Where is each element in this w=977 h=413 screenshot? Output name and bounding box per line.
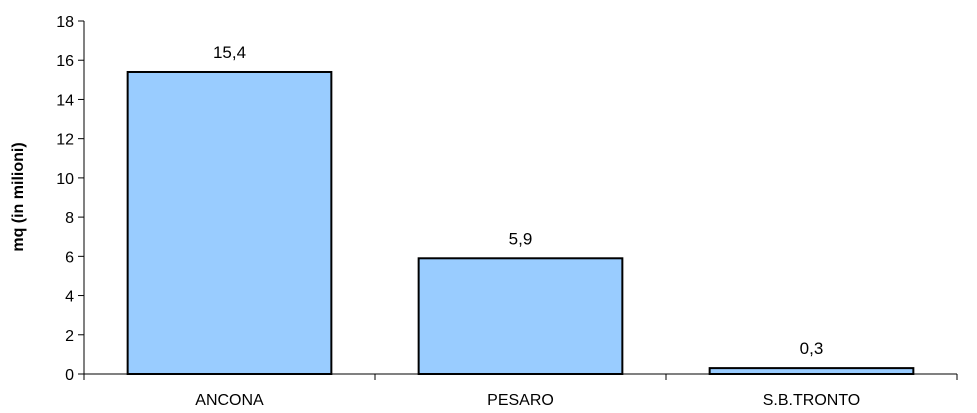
x-tick-label: PESARO [487,392,554,409]
data-label: 15,4 [213,43,246,62]
y-tick-label: 12 [56,132,74,149]
data-labels: 15,4 5,9 0,3 [213,43,823,358]
bar-pesaro [417,257,624,375]
y-tick-label: 8 [65,210,74,227]
bars [126,70,915,376]
y-axis-label: mq (in milioni) [10,142,27,251]
y-axis: 0 2 4 6 8 10 12 14 16 18 [56,14,85,384]
data-label: 5,9 [509,229,533,248]
x-tick-label: ANCONA [195,392,264,409]
x-axis: ANCONA PESARO S.B.TRONTO [83,373,958,409]
y-tick-label: 10 [56,171,74,188]
bar-s-b-tronto [708,367,915,376]
y-tick-label: 4 [65,289,74,306]
y-tick-label: 14 [56,92,74,109]
y-tick-label: 0 [65,367,74,384]
y-tick-label: 18 [56,14,74,31]
bar-ancona [126,70,333,375]
x-tick-label: S.B.TRONTO [763,392,861,409]
y-tick-label: 2 [65,328,74,345]
y-tick-label: 6 [65,249,74,266]
y-tick-label: 16 [56,53,74,70]
data-label: 0,3 [800,339,824,358]
